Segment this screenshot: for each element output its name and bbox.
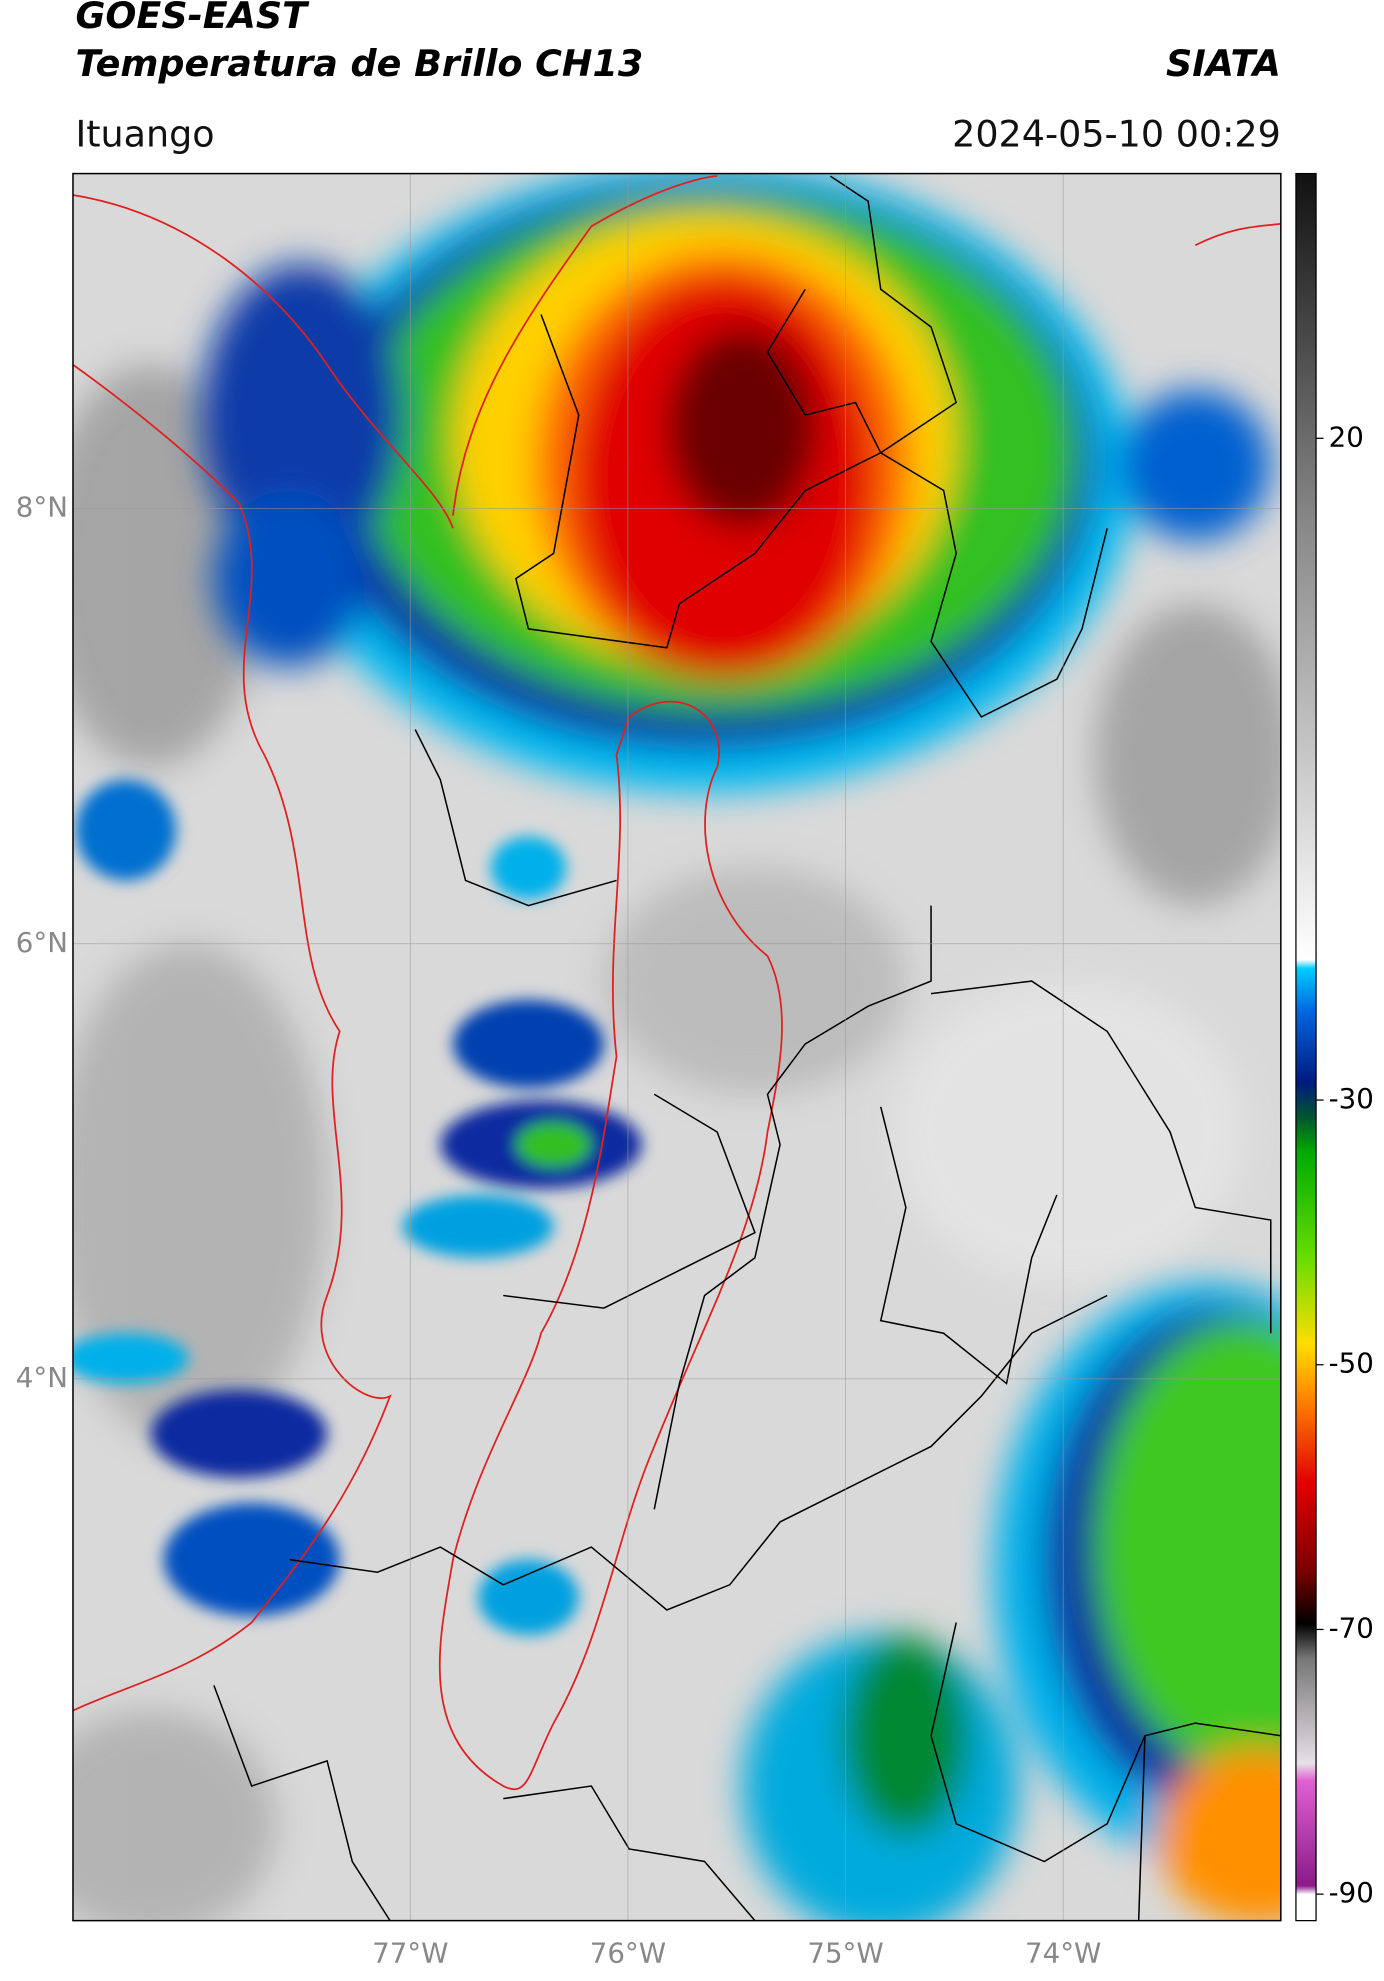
source: SIATA [1166, 42, 1281, 85]
lon-label: 77°W [372, 1937, 448, 1970]
graticule: 8°N 6°N 4°N 77°W 76°W 75°W 74°W [16, 173, 1281, 1970]
lat-label: 6°N [16, 926, 68, 959]
colorbar-tick-label: -50 [1329, 1347, 1374, 1380]
colorbar-ticks: 20 -30 -50 -70 -90 [1316, 420, 1374, 1909]
satellite-image [72, 173, 1281, 1921]
lon-label: 74°W [1025, 1937, 1101, 1970]
lon-label: 76°W [590, 1937, 666, 1970]
colorbar-tick-label: -70 [1329, 1611, 1374, 1644]
lat-label: 8°N [16, 491, 68, 524]
map-frame [72, 172, 1282, 1922]
title: GOES-EAST [75, 0, 310, 37]
colorbar-tick-label: -90 [1329, 1876, 1374, 1909]
location: Ituango [75, 112, 214, 155]
lon-label: 75°W [807, 1937, 883, 1970]
lat-label: 4°N [16, 1361, 68, 1394]
subtitle: Temperatura de Brillo CH13 [75, 42, 643, 85]
colorbar-tick-label: -30 [1329, 1082, 1374, 1115]
colorbar-tick-label: 20 [1329, 420, 1364, 453]
datetime: 2024-05-10 00:29 [952, 112, 1281, 155]
colorbar [1295, 172, 1317, 1922]
